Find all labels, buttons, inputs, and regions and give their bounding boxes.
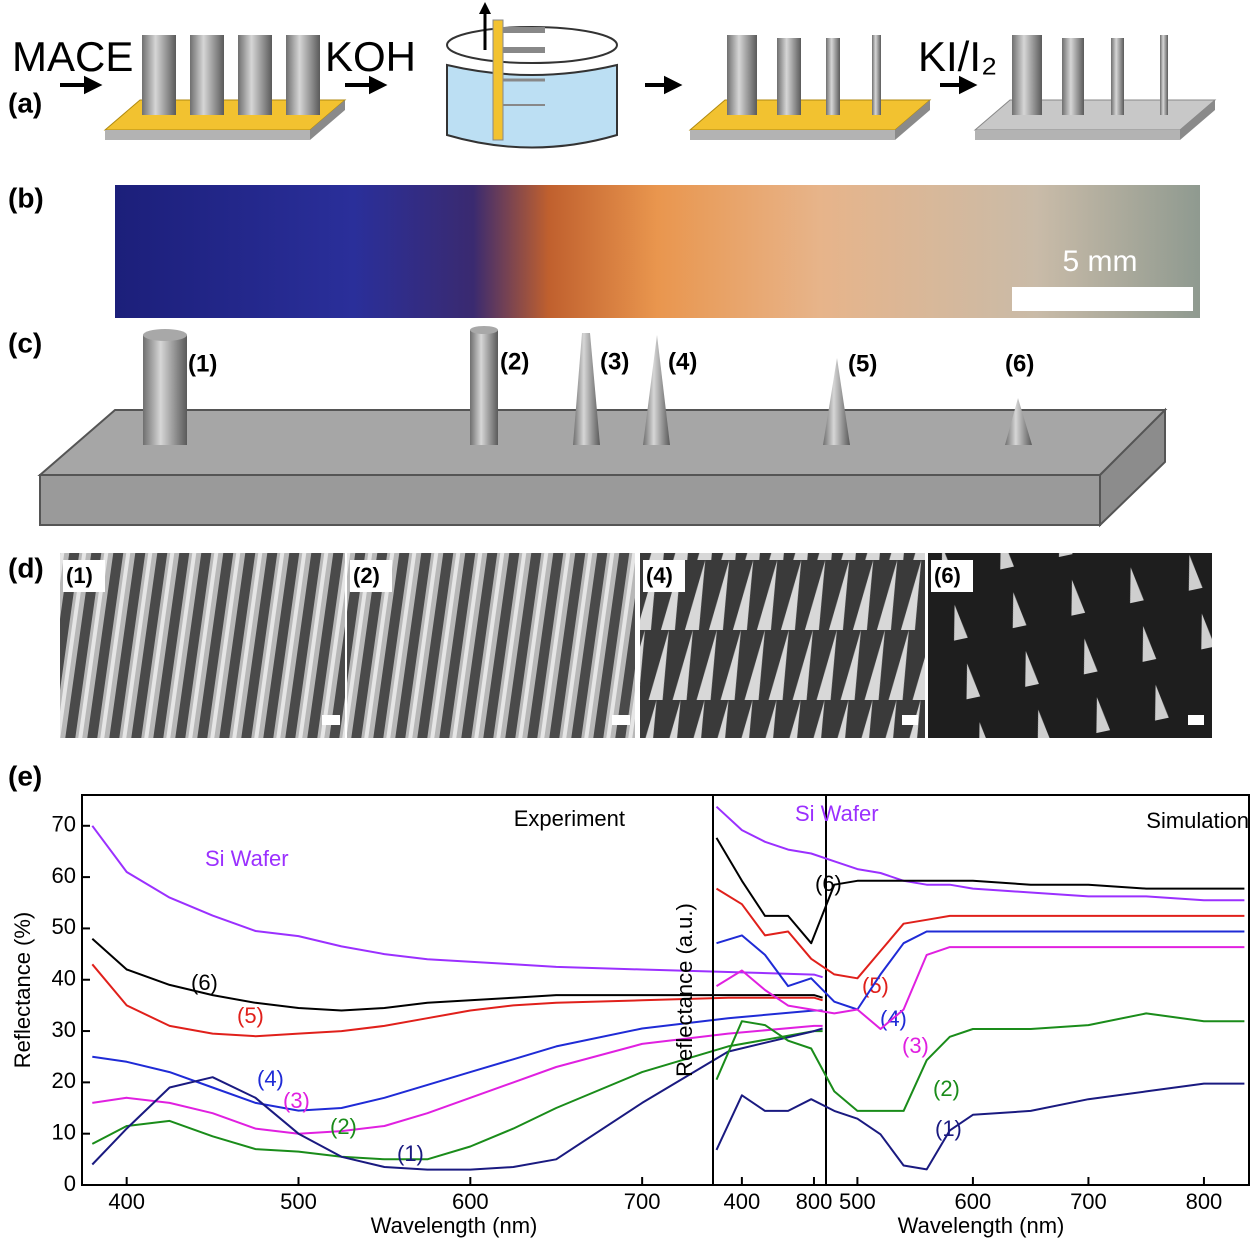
image-label: (6) (934, 563, 961, 588)
y-tick-label: 0 (64, 1171, 76, 1196)
substrate-mace (103, 35, 347, 140)
series-label: (2) (933, 1076, 960, 1101)
series-label: (2) (330, 1114, 357, 1139)
series-label: (1) (397, 1141, 424, 1166)
panel-label: (a) (8, 87, 42, 118)
step-label: KI/I₂ (918, 33, 997, 80)
chart-annotation: Simulation (1146, 808, 1249, 833)
x-tick-label: 600 (955, 1189, 992, 1214)
y-tick-label: 60 (52, 863, 76, 888)
y-tick-label: 10 (52, 1119, 76, 1144)
structures (143, 326, 1032, 445)
scale-bar (1012, 287, 1193, 311)
series-label: Si Wafer (795, 801, 879, 826)
image-label: (2) (353, 563, 380, 588)
series-line (91, 825, 823, 979)
series-line (715, 1082, 1245, 1171)
structure-label: (4) (668, 348, 697, 375)
series-label: (6) (191, 970, 218, 995)
y-tick-label: 30 (52, 1017, 76, 1042)
series-label: (5) (862, 973, 889, 998)
structure-label: (6) (1005, 350, 1034, 377)
x-tick-label: 800 (1186, 1189, 1223, 1214)
structure-label: (3) (600, 348, 629, 375)
x-tick-label: 400 (724, 1189, 761, 1214)
step-label: KOH (325, 33, 416, 80)
beaker (446, 2, 618, 149)
series-label: (4) (257, 1066, 284, 1091)
series-line (92, 1009, 823, 1112)
structure-label: (5) (848, 350, 877, 377)
scale-label: 5 mm (1063, 245, 1138, 278)
sem-image (928, 553, 1212, 738)
series-label: (5) (237, 1003, 264, 1028)
sem-image (60, 553, 345, 738)
series-line (715, 887, 1245, 980)
sem-label-boxes (63, 560, 1204, 725)
series-line (91, 937, 823, 1012)
panel-label: (e) (8, 760, 42, 791)
sem-image (640, 553, 925, 738)
substrate-final (973, 35, 1217, 140)
series-line (715, 946, 1245, 1030)
x-axis-title: Wavelength (nm) (371, 1213, 538, 1238)
x-tick-label: 500 (280, 1189, 317, 1214)
series-label: (6) (815, 871, 842, 896)
series-line (716, 930, 1245, 1011)
substrate-3d (37, 407, 1168, 528)
image-label: (4) (646, 563, 673, 588)
y-axis-title: Reflectance (%) (10, 912, 35, 1069)
series-line (715, 1012, 1245, 1112)
sem-image (347, 553, 635, 738)
x-tick-label: 700 (624, 1189, 661, 1214)
series-line (91, 1027, 823, 1171)
process-arrows (60, 75, 978, 95)
y-tick-label: 50 (52, 914, 76, 939)
structure-label: (2) (500, 348, 529, 375)
series-label: Si Wafer (205, 846, 289, 871)
y-axis-title: Reflectance (a.u.) (672, 903, 697, 1077)
y-tick-label: 40 (52, 966, 76, 991)
series-line (715, 837, 1245, 945)
panel-label: (d) (8, 552, 44, 583)
series-line (92, 1024, 823, 1135)
x-axis-title: Wavelength (nm) (898, 1213, 1065, 1238)
series-line (91, 963, 823, 1038)
series-line (91, 1030, 823, 1161)
panel-label: (b) (8, 182, 44, 213)
x-tick-label: 800 (796, 1189, 833, 1214)
x-tick-label: 600 (452, 1189, 489, 1214)
y-tick-label: 70 (52, 812, 76, 837)
chart-annotation: Experiment (514, 806, 625, 831)
x-tick-label: 700 (1070, 1189, 1107, 1214)
series-label: (1) (935, 1116, 962, 1141)
y-tick-label: 20 (52, 1068, 76, 1093)
series-label: (3) (902, 1033, 929, 1058)
x-tick-label: 400 (108, 1189, 145, 1214)
panel-label: (c) (8, 327, 42, 358)
plot-frame (712, 794, 1250, 1186)
image-label: (1) (66, 563, 93, 588)
series-label: (3) (283, 1088, 310, 1113)
step-label: MACE (12, 33, 133, 80)
plot-frame (81, 794, 827, 1186)
structure-label: (1) (188, 350, 217, 377)
substrate-koh (688, 35, 932, 140)
x-tick-label: 500 (839, 1189, 876, 1214)
